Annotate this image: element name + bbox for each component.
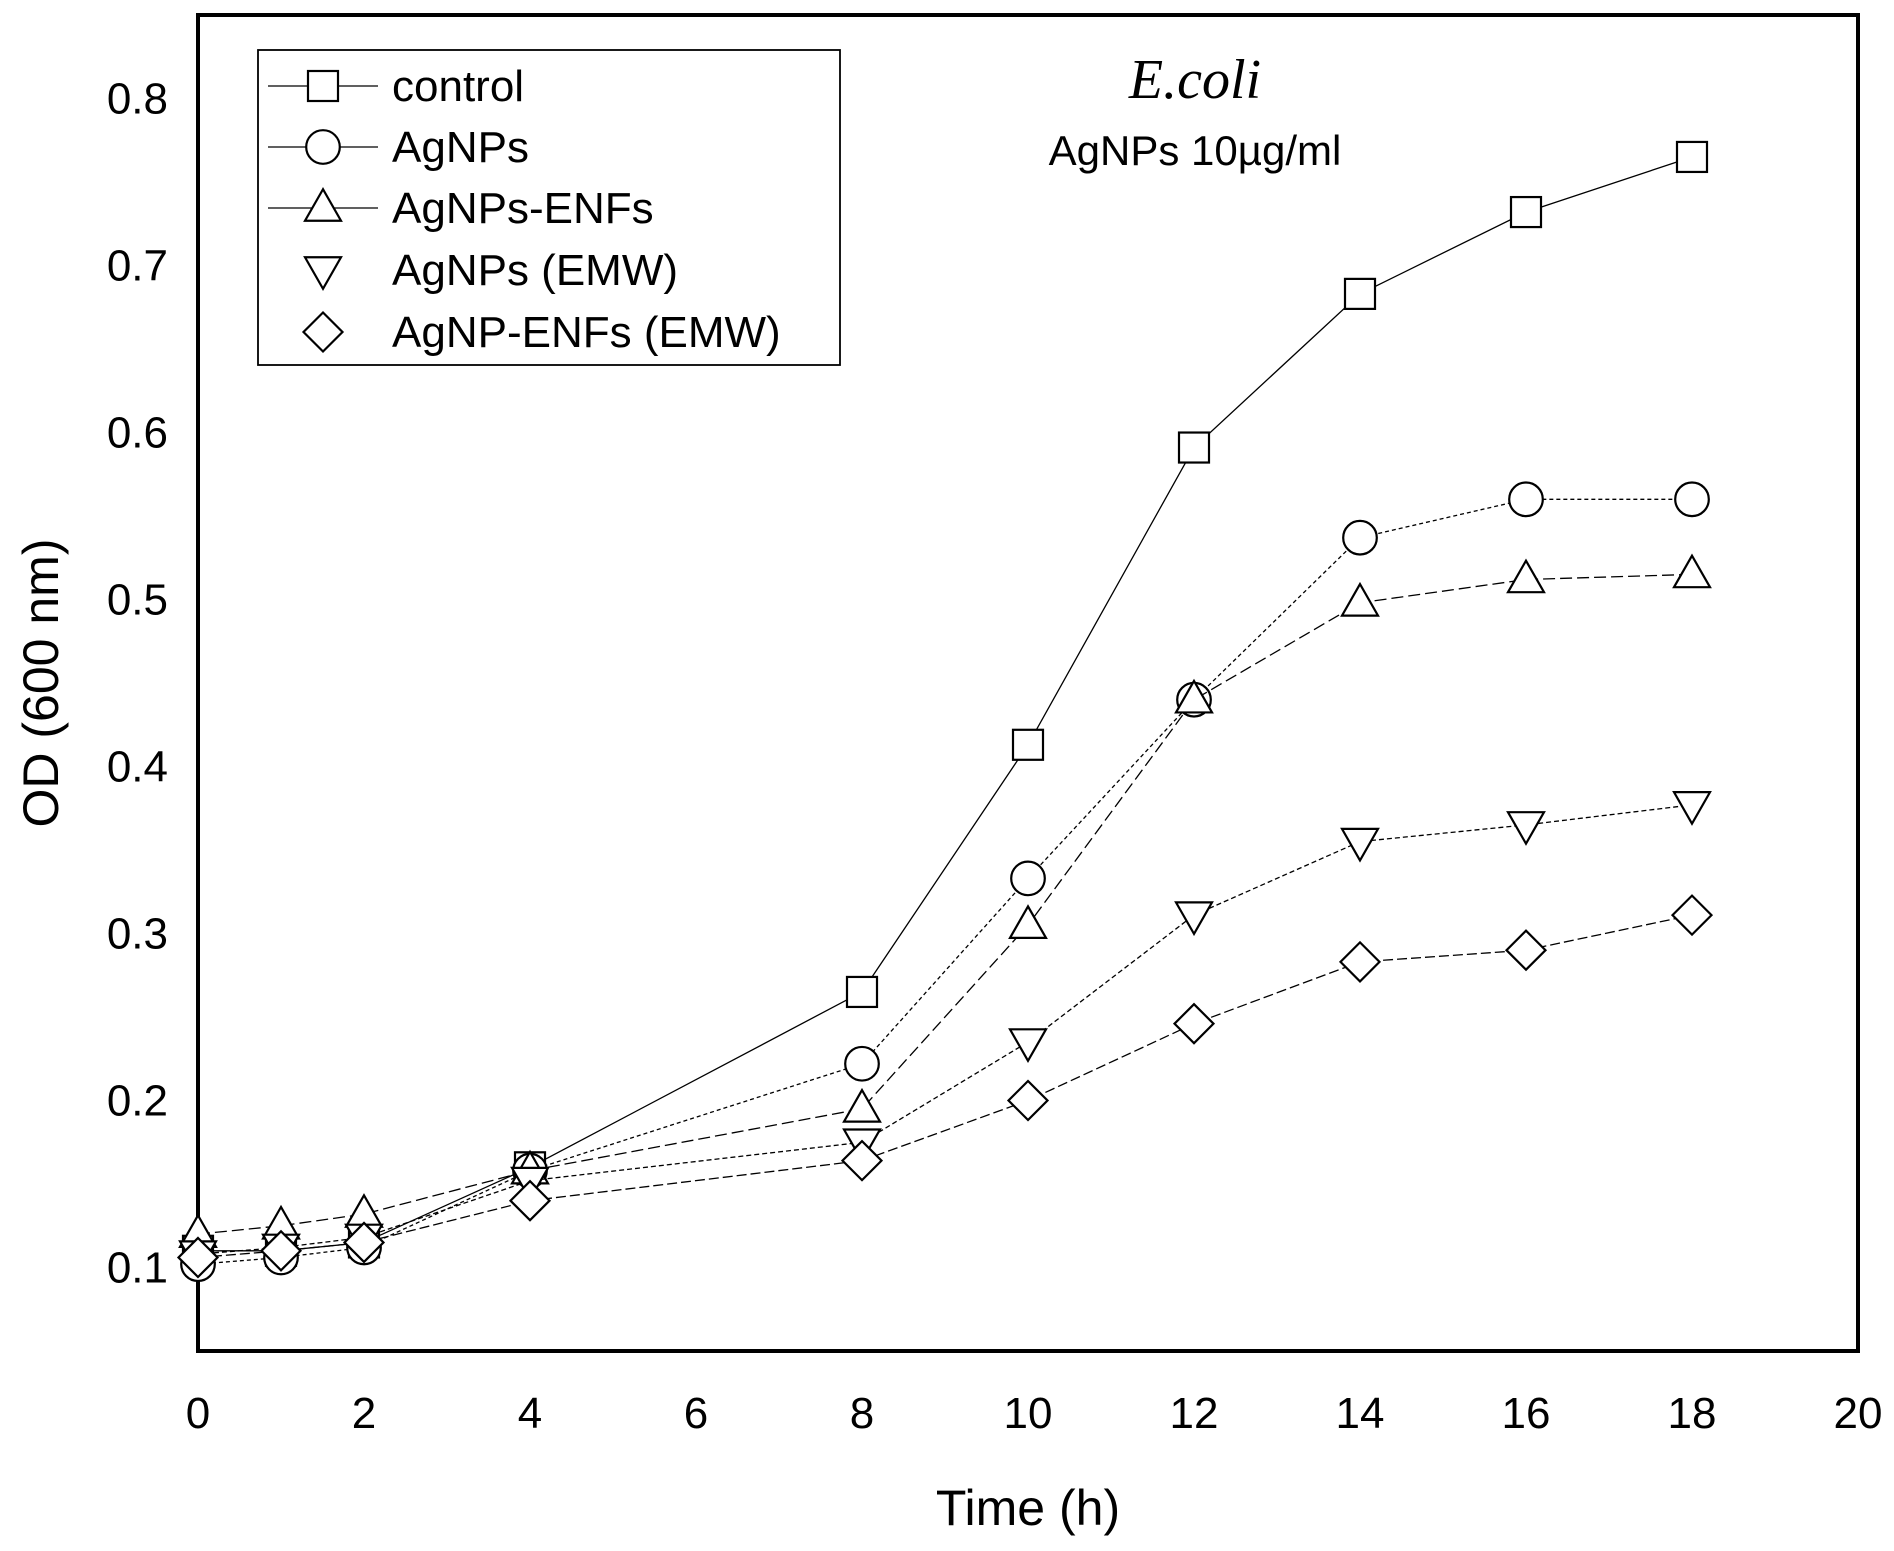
data-point — [508, 1179, 552, 1222]
y-tick-label: 0.5 — [107, 576, 168, 625]
y-axis-label: OD (600 nm) — [13, 539, 69, 828]
data-point — [1343, 277, 1377, 310]
x-tick-label: 2 — [352, 1389, 376, 1438]
data-point — [1008, 904, 1048, 940]
x-axis-label: Time (h) — [936, 1480, 1120, 1536]
legend: control AgNPs AgNPs-ENFs AgNPs (EMW) AgNP-EN… — [257, 49, 841, 366]
series-agnp-enfs-emw — [176, 894, 1714, 1279]
x-tick-label: 12 — [1170, 1389, 1219, 1438]
series-line — [197, 804, 1693, 1255]
y-tick-label: 0.8 — [107, 75, 168, 124]
series-line — [198, 156, 1693, 1252]
x-tick-label: 10 — [1004, 1389, 1053, 1438]
x-tick-label: 8 — [850, 1389, 874, 1438]
data-point — [840, 1139, 884, 1182]
data-point — [1340, 827, 1380, 863]
legend-label: AgNP-ENFs (EMW) — [392, 308, 781, 357]
y-tick-label: 0.6 — [107, 409, 168, 458]
chart-title: E.coli — [1128, 49, 1261, 111]
series-line — [197, 914, 1693, 1259]
series-layer — [176, 140, 1714, 1283]
y-tick-label: 0.3 — [107, 910, 168, 959]
data-point — [1506, 811, 1546, 846]
data-point — [1177, 431, 1211, 464]
y-tick-label: 0.4 — [107, 743, 168, 792]
data-point — [845, 975, 879, 1009]
data-point — [1675, 140, 1709, 174]
x-tick-label: 20 — [1834, 1389, 1883, 1438]
x-tick-label: 16 — [1502, 1389, 1551, 1438]
legend-marker — [303, 187, 343, 222]
data-point — [1672, 553, 1712, 589]
x-tick-label: 0 — [186, 1389, 210, 1438]
data-point — [1006, 1079, 1050, 1122]
y-axis-ticks: 0.1 0.2 0.3 0.4 0.5 0.6 0.7 0.8 — [107, 75, 168, 1293]
legend-marker — [303, 256, 343, 291]
data-point — [1172, 1002, 1216, 1045]
series-line — [197, 498, 1692, 1265]
x-tick-label: 14 — [1336, 1389, 1385, 1438]
data-point — [259, 1229, 303, 1272]
data-point — [1506, 558, 1546, 594]
data-point — [1509, 195, 1543, 229]
series-agnps-emw — [178, 791, 1712, 1276]
data-point — [1010, 860, 1046, 897]
series-agnps — [180, 481, 1710, 1283]
data-point — [1340, 581, 1380, 617]
data-point — [1670, 894, 1714, 937]
legend-marker — [305, 129, 341, 165]
data-point — [842, 1087, 882, 1123]
plot-frame — [196, 13, 1860, 1353]
data-point — [844, 1045, 880, 1082]
series-line — [197, 573, 1693, 1235]
data-point — [1011, 728, 1045, 761]
legend-label: AgNPs (EMW) — [392, 246, 678, 295]
x-tick-label: 4 — [518, 1389, 542, 1438]
data-point — [1174, 678, 1214, 714]
y-tick-label: 0.7 — [107, 242, 168, 291]
data-point — [342, 1221, 386, 1264]
legend-label: control — [392, 62, 524, 111]
data-point — [176, 1236, 220, 1279]
data-point — [1338, 940, 1382, 983]
data-point — [1008, 1028, 1048, 1064]
x-axis-ticks: 0 2 4 6 8 10 12 14 16 18 20 — [186, 1389, 1883, 1438]
chart-subtitle: AgNPs 10µg/ml — [1049, 127, 1342, 174]
data-point — [1174, 901, 1214, 937]
x-tick-label: 6 — [684, 1389, 708, 1438]
data-point — [1504, 929, 1548, 972]
legend-marker — [306, 69, 340, 103]
data-point — [1672, 791, 1712, 826]
data-point — [1342, 519, 1378, 556]
data-point — [1508, 481, 1544, 518]
series-agnps-enfs — [178, 553, 1712, 1248]
x-tick-label: 18 — [1668, 1389, 1717, 1438]
y-tick-label: 0.1 — [107, 1244, 168, 1293]
legend-label: AgNPs — [392, 123, 529, 172]
legend-label: AgNPs-ENFs — [392, 184, 654, 233]
legend-marker — [301, 310, 345, 354]
data-point — [1674, 481, 1710, 518]
y-tick-label: 0.2 — [107, 1077, 168, 1126]
